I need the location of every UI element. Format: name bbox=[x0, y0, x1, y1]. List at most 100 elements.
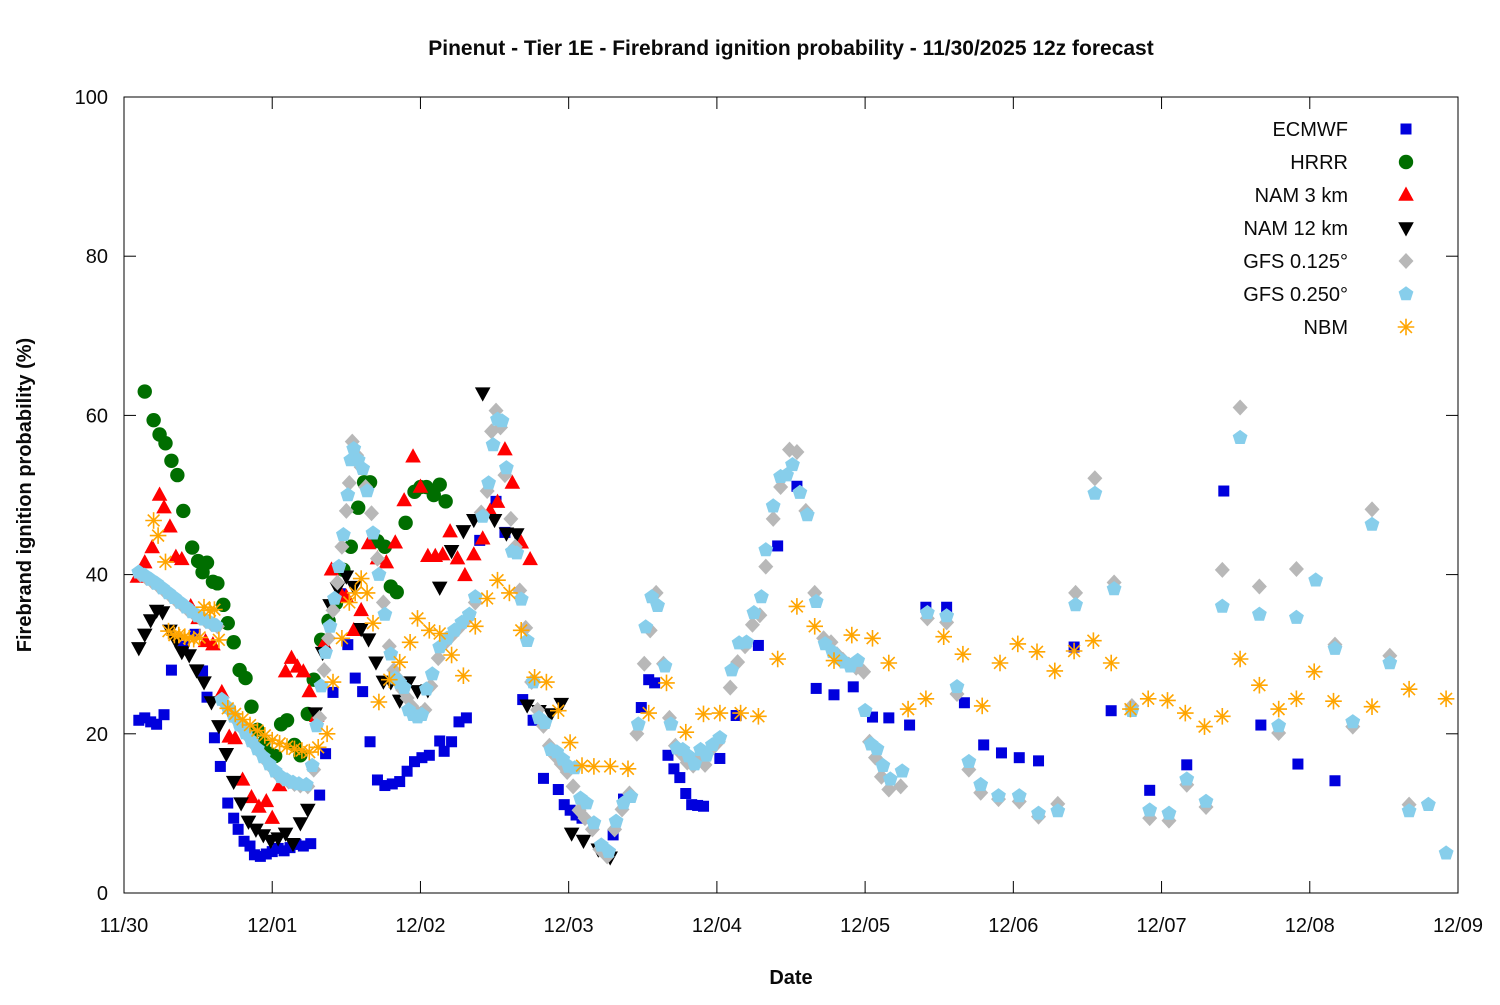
data-point bbox=[438, 745, 450, 757]
data-point bbox=[170, 467, 185, 483]
data-point bbox=[316, 662, 332, 679]
data-point bbox=[730, 709, 742, 721]
data-point bbox=[449, 550, 466, 565]
data-point bbox=[320, 748, 332, 760]
data-point bbox=[431, 581, 448, 596]
legend-marker-asterisk-icon bbox=[1397, 318, 1415, 336]
x-tick-label: 12/02 bbox=[395, 915, 445, 937]
data-point bbox=[941, 601, 953, 613]
data-point bbox=[692, 799, 704, 811]
legend-marker-square-icon bbox=[1400, 123, 1412, 135]
data-point bbox=[394, 776, 406, 788]
data-point bbox=[949, 679, 965, 694]
data-point bbox=[1327, 640, 1343, 655]
x-tick-label: 12/05 bbox=[840, 915, 890, 937]
data-point bbox=[443, 545, 460, 560]
data-point bbox=[1106, 581, 1122, 596]
data-point bbox=[481, 475, 496, 490]
x-tick-label: 12/06 bbox=[988, 915, 1038, 937]
data-point bbox=[1271, 718, 1287, 733]
data-point bbox=[377, 606, 393, 621]
data-point bbox=[1218, 485, 1230, 497]
data-point bbox=[226, 635, 241, 650]
data-point bbox=[1102, 654, 1120, 672]
x-tick-label: 12/04 bbox=[692, 915, 742, 937]
data-point bbox=[309, 718, 325, 733]
data-point bbox=[432, 477, 447, 492]
data-point bbox=[758, 558, 774, 575]
data-point bbox=[467, 589, 483, 604]
data-point bbox=[461, 606, 477, 621]
data-point bbox=[825, 652, 843, 669]
data-point bbox=[519, 699, 535, 714]
data-point bbox=[1420, 796, 1436, 811]
data-point bbox=[278, 738, 296, 755]
data-point bbox=[585, 758, 603, 775]
data-point bbox=[443, 646, 460, 664]
y-tick-label: 60 bbox=[86, 405, 108, 427]
data-point bbox=[398, 515, 413, 531]
data-point bbox=[131, 642, 147, 657]
legend-marker-circle-icon bbox=[1398, 154, 1414, 170]
data-point bbox=[714, 752, 726, 764]
data-point bbox=[1122, 700, 1139, 718]
data-point bbox=[973, 697, 991, 715]
data-point bbox=[206, 601, 223, 618]
data-point bbox=[189, 628, 201, 640]
data-point bbox=[350, 500, 366, 515]
data-point bbox=[657, 658, 673, 673]
data-point bbox=[1232, 399, 1248, 416]
legend-marker-diamond-icon bbox=[1398, 253, 1414, 269]
data-point bbox=[293, 742, 311, 759]
data-point bbox=[327, 686, 339, 698]
legend-label-nam-12-km: NAM 12 km bbox=[1244, 218, 1348, 240]
data-point bbox=[1231, 650, 1249, 668]
data-point bbox=[799, 507, 815, 522]
y-tick-label: 40 bbox=[86, 565, 108, 587]
data-point bbox=[368, 656, 384, 671]
data-point bbox=[1159, 692, 1176, 709]
data-point bbox=[1031, 805, 1046, 820]
data-point bbox=[586, 815, 602, 830]
data-point bbox=[1289, 609, 1304, 624]
data-point bbox=[810, 682, 822, 694]
data-point bbox=[1438, 845, 1454, 860]
data-point bbox=[883, 712, 895, 724]
data-point bbox=[1382, 655, 1398, 670]
data-point bbox=[509, 545, 525, 560]
x-tick-label: 12/08 bbox=[1285, 915, 1335, 937]
data-point bbox=[1305, 663, 1323, 680]
data-point bbox=[489, 493, 506, 508]
legend-marker-triangle-up-icon bbox=[1398, 186, 1414, 201]
data-point bbox=[1065, 642, 1083, 660]
data-point bbox=[353, 623, 369, 638]
data-point bbox=[687, 756, 703, 771]
data-point bbox=[210, 631, 228, 649]
data-point bbox=[1288, 690, 1305, 708]
data-point bbox=[225, 775, 242, 791]
data-point bbox=[1325, 692, 1342, 710]
legend-marker-pentagon-icon bbox=[1398, 286, 1414, 301]
data-point bbox=[266, 846, 278, 858]
data-point bbox=[419, 681, 434, 696]
data-point bbox=[271, 777, 288, 792]
data-point bbox=[248, 823, 264, 838]
data-point bbox=[460, 712, 472, 724]
data-point bbox=[327, 590, 342, 605]
legend-label-gfs-0-250: GFS 0.250° bbox=[1243, 284, 1348, 306]
data-point bbox=[442, 523, 458, 538]
data-point bbox=[867, 711, 879, 723]
legend-label-nam-3-km: NAM 3 km bbox=[1255, 185, 1348, 207]
data-point bbox=[579, 795, 594, 810]
data-point bbox=[552, 784, 564, 796]
data-point bbox=[322, 618, 338, 633]
x-tick-label: 12/01 bbox=[247, 915, 297, 937]
data-point bbox=[662, 749, 674, 761]
data-point bbox=[561, 734, 579, 751]
data-point bbox=[474, 530, 491, 545]
data-point bbox=[316, 635, 332, 650]
data-point bbox=[995, 747, 1007, 759]
data-point bbox=[251, 798, 267, 813]
